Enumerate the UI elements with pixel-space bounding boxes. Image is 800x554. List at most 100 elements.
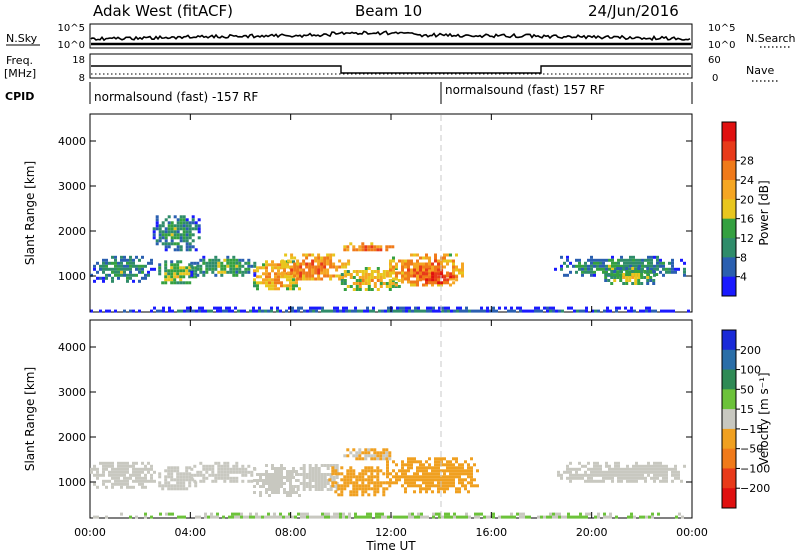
heatmap-cell — [407, 259, 410, 263]
heatmap-cell — [223, 264, 227, 268]
heatmap-cell — [344, 274, 348, 278]
heatmap-cell — [265, 464, 268, 467]
heatmap-cell — [404, 472, 407, 476]
heatmap-cell — [638, 467, 641, 471]
heatmap-cell — [366, 515, 369, 519]
heatmap-cell — [346, 478, 350, 482]
heatmap-cell — [623, 476, 626, 480]
heatmap-cell — [158, 272, 162, 276]
heatmap-cell — [308, 479, 312, 482]
heatmap-cell — [656, 470, 659, 474]
heatmap-cell — [271, 467, 274, 470]
heatmap-cell — [665, 473, 668, 477]
heatmap-cell — [611, 467, 614, 471]
heatmap-cell — [590, 467, 593, 471]
heatmap-cell — [191, 239, 195, 243]
heatmap-cell — [522, 515, 525, 519]
heatmap-cell — [326, 482, 330, 485]
heatmap-cell — [185, 487, 189, 491]
heatmap-cell — [324, 309, 327, 313]
heatmap-cell — [170, 484, 174, 488]
heatmap-cell — [170, 260, 174, 264]
heatmap-cell — [653, 255, 656, 259]
heatmap-cell — [461, 262, 464, 266]
heatmap-cell — [288, 306, 291, 310]
heatmap-cell — [617, 470, 620, 474]
heatmap-cell — [407, 277, 410, 281]
heatmap-cell — [349, 242, 353, 246]
heatmap-cell — [243, 515, 246, 519]
heatmap-cell — [340, 279, 344, 282]
heatmap-cell — [391, 282, 395, 285]
heatmap-cell — [635, 476, 638, 480]
heatmap-cell — [164, 266, 168, 270]
heatmap-cell — [158, 484, 162, 488]
heatmap-cell — [123, 264, 126, 268]
heatmap-cell — [292, 491, 295, 494]
heatmap-cell — [629, 473, 632, 477]
heatmap-cell — [114, 467, 117, 471]
heatmap-cell — [352, 448, 356, 452]
heatmap-cell — [613, 276, 617, 279]
heatmap-cell — [346, 270, 350, 273]
heatmap-cell — [461, 265, 464, 269]
heatmap-cell — [468, 309, 471, 313]
heatmap-cell — [114, 258, 117, 262]
heatmap-cell — [229, 261, 233, 265]
heatmap-cell — [566, 264, 569, 268]
freq-tick-bottom: 8 — [79, 73, 85, 84]
heatmap-cell — [223, 461, 227, 465]
heatmap-cell — [335, 488, 339, 491]
heatmap-cell — [373, 245, 377, 249]
heatmap-cell — [138, 473, 141, 477]
heatmap-cell — [376, 466, 380, 470]
heatmap-cell — [647, 258, 650, 262]
heatmap-cell — [253, 264, 257, 268]
heatmap-cell — [634, 282, 638, 285]
heatmap-cell — [202, 467, 206, 471]
heatmap-cell — [404, 478, 407, 482]
heatmap-cell — [519, 309, 522, 313]
heatmap-cell — [323, 482, 327, 485]
heatmap-cell — [590, 479, 593, 483]
heatmap-cell — [96, 476, 99, 480]
heatmap-cell — [314, 473, 318, 476]
heatmap-cell — [452, 466, 455, 470]
heatmap-cell — [167, 230, 171, 234]
heatmap-cell — [364, 457, 368, 461]
heatmap-cell — [229, 470, 233, 474]
heatmap-cell — [407, 478, 410, 482]
heatmap-cell — [486, 309, 489, 313]
heatmap-cell — [132, 467, 135, 471]
heatmap-cell — [332, 274, 336, 278]
heatmap-cell — [144, 476, 147, 480]
heatmap-cell — [567, 512, 570, 516]
heatmap-cell — [432, 306, 435, 310]
heatmap-cell — [289, 278, 292, 282]
heatmap-cell — [170, 224, 174, 228]
heatmap-cell — [247, 267, 251, 271]
heatmap-cell — [270, 515, 273, 519]
heatmap-cell — [602, 258, 605, 262]
heatmap-cell — [404, 277, 407, 281]
heatmap-cell — [253, 485, 256, 488]
heatmap-cell — [265, 482, 268, 485]
heatmap-cell — [314, 277, 318, 281]
heatmap-cell — [382, 282, 386, 285]
x-tick-label: 08:00 — [275, 526, 307, 539]
heatmap-cell — [671, 479, 674, 483]
heatmap-cell — [355, 273, 359, 276]
heatmap-cell — [274, 287, 277, 291]
heatmap-cell — [349, 285, 353, 288]
heatmap-cell — [593, 461, 596, 465]
heatmap-cell — [395, 262, 398, 266]
heatmap-cell — [138, 270, 141, 274]
heatmap-cell — [226, 473, 230, 477]
heatmap-cell — [376, 270, 380, 273]
heatmap-cell — [90, 273, 93, 277]
heatmap-cell — [428, 271, 431, 275]
heatmap-cell — [280, 479, 283, 482]
heatmap-cell — [111, 482, 114, 486]
heatmap-cell — [344, 262, 348, 266]
heatmap-cell — [416, 253, 419, 257]
